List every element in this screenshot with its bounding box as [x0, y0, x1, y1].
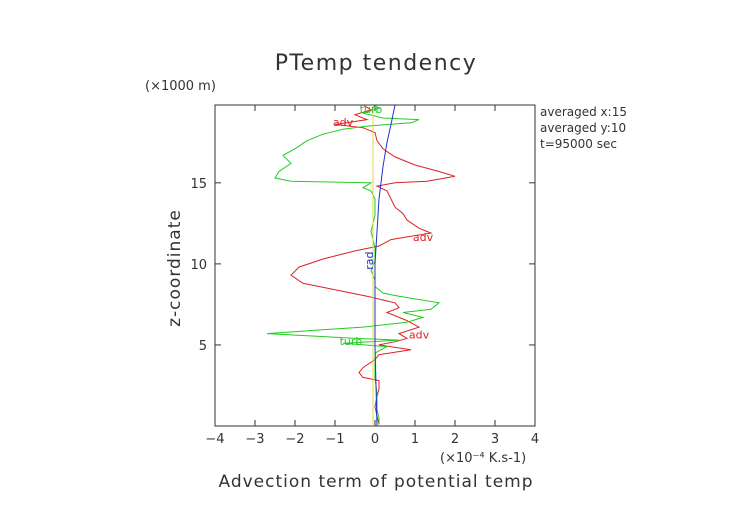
- info-line-2: averaged y:10: [540, 121, 626, 135]
- y-axis-label: z-coordinate: [165, 209, 185, 327]
- x-axis-label: Advection term of potential temp: [218, 472, 533, 492]
- x-tick-label: 3: [491, 432, 499, 447]
- x-tick-label: −2: [285, 432, 304, 447]
- series-line-turb: [266, 105, 441, 425]
- series-label-adv: adv: [333, 116, 354, 129]
- series-label-turb: turb: [340, 335, 363, 348]
- x-tick-label: 0: [371, 432, 379, 447]
- y-unit-label: (×1000 m): [145, 79, 216, 94]
- x-tick-label: −3: [245, 432, 264, 447]
- x-tick-label: 1: [411, 432, 419, 447]
- y-tick-label: 5: [199, 339, 207, 354]
- x-tick-label: 4: [531, 432, 539, 447]
- x-tick-label: −1: [325, 432, 344, 447]
- series-label-turb: turb: [360, 103, 383, 116]
- series-label-rad: rad: [363, 252, 376, 270]
- series-label-adv: adv: [413, 231, 434, 244]
- y-tick-label: 15: [190, 177, 207, 192]
- x-unit-label: (×10⁻⁴ K.s-1): [440, 451, 526, 466]
- series-label-adv: adv: [409, 328, 430, 341]
- x-tick-label: −4: [205, 432, 224, 447]
- y-tick-label: 10: [190, 258, 207, 273]
- info-line-1: averaged x:15: [540, 105, 627, 119]
- x-tick-label: 2: [451, 432, 459, 447]
- chart-title: PTemp tendency: [275, 51, 478, 76]
- info-line-3: t=95000 sec: [540, 137, 617, 151]
- series-line-rad: [374, 105, 396, 426]
